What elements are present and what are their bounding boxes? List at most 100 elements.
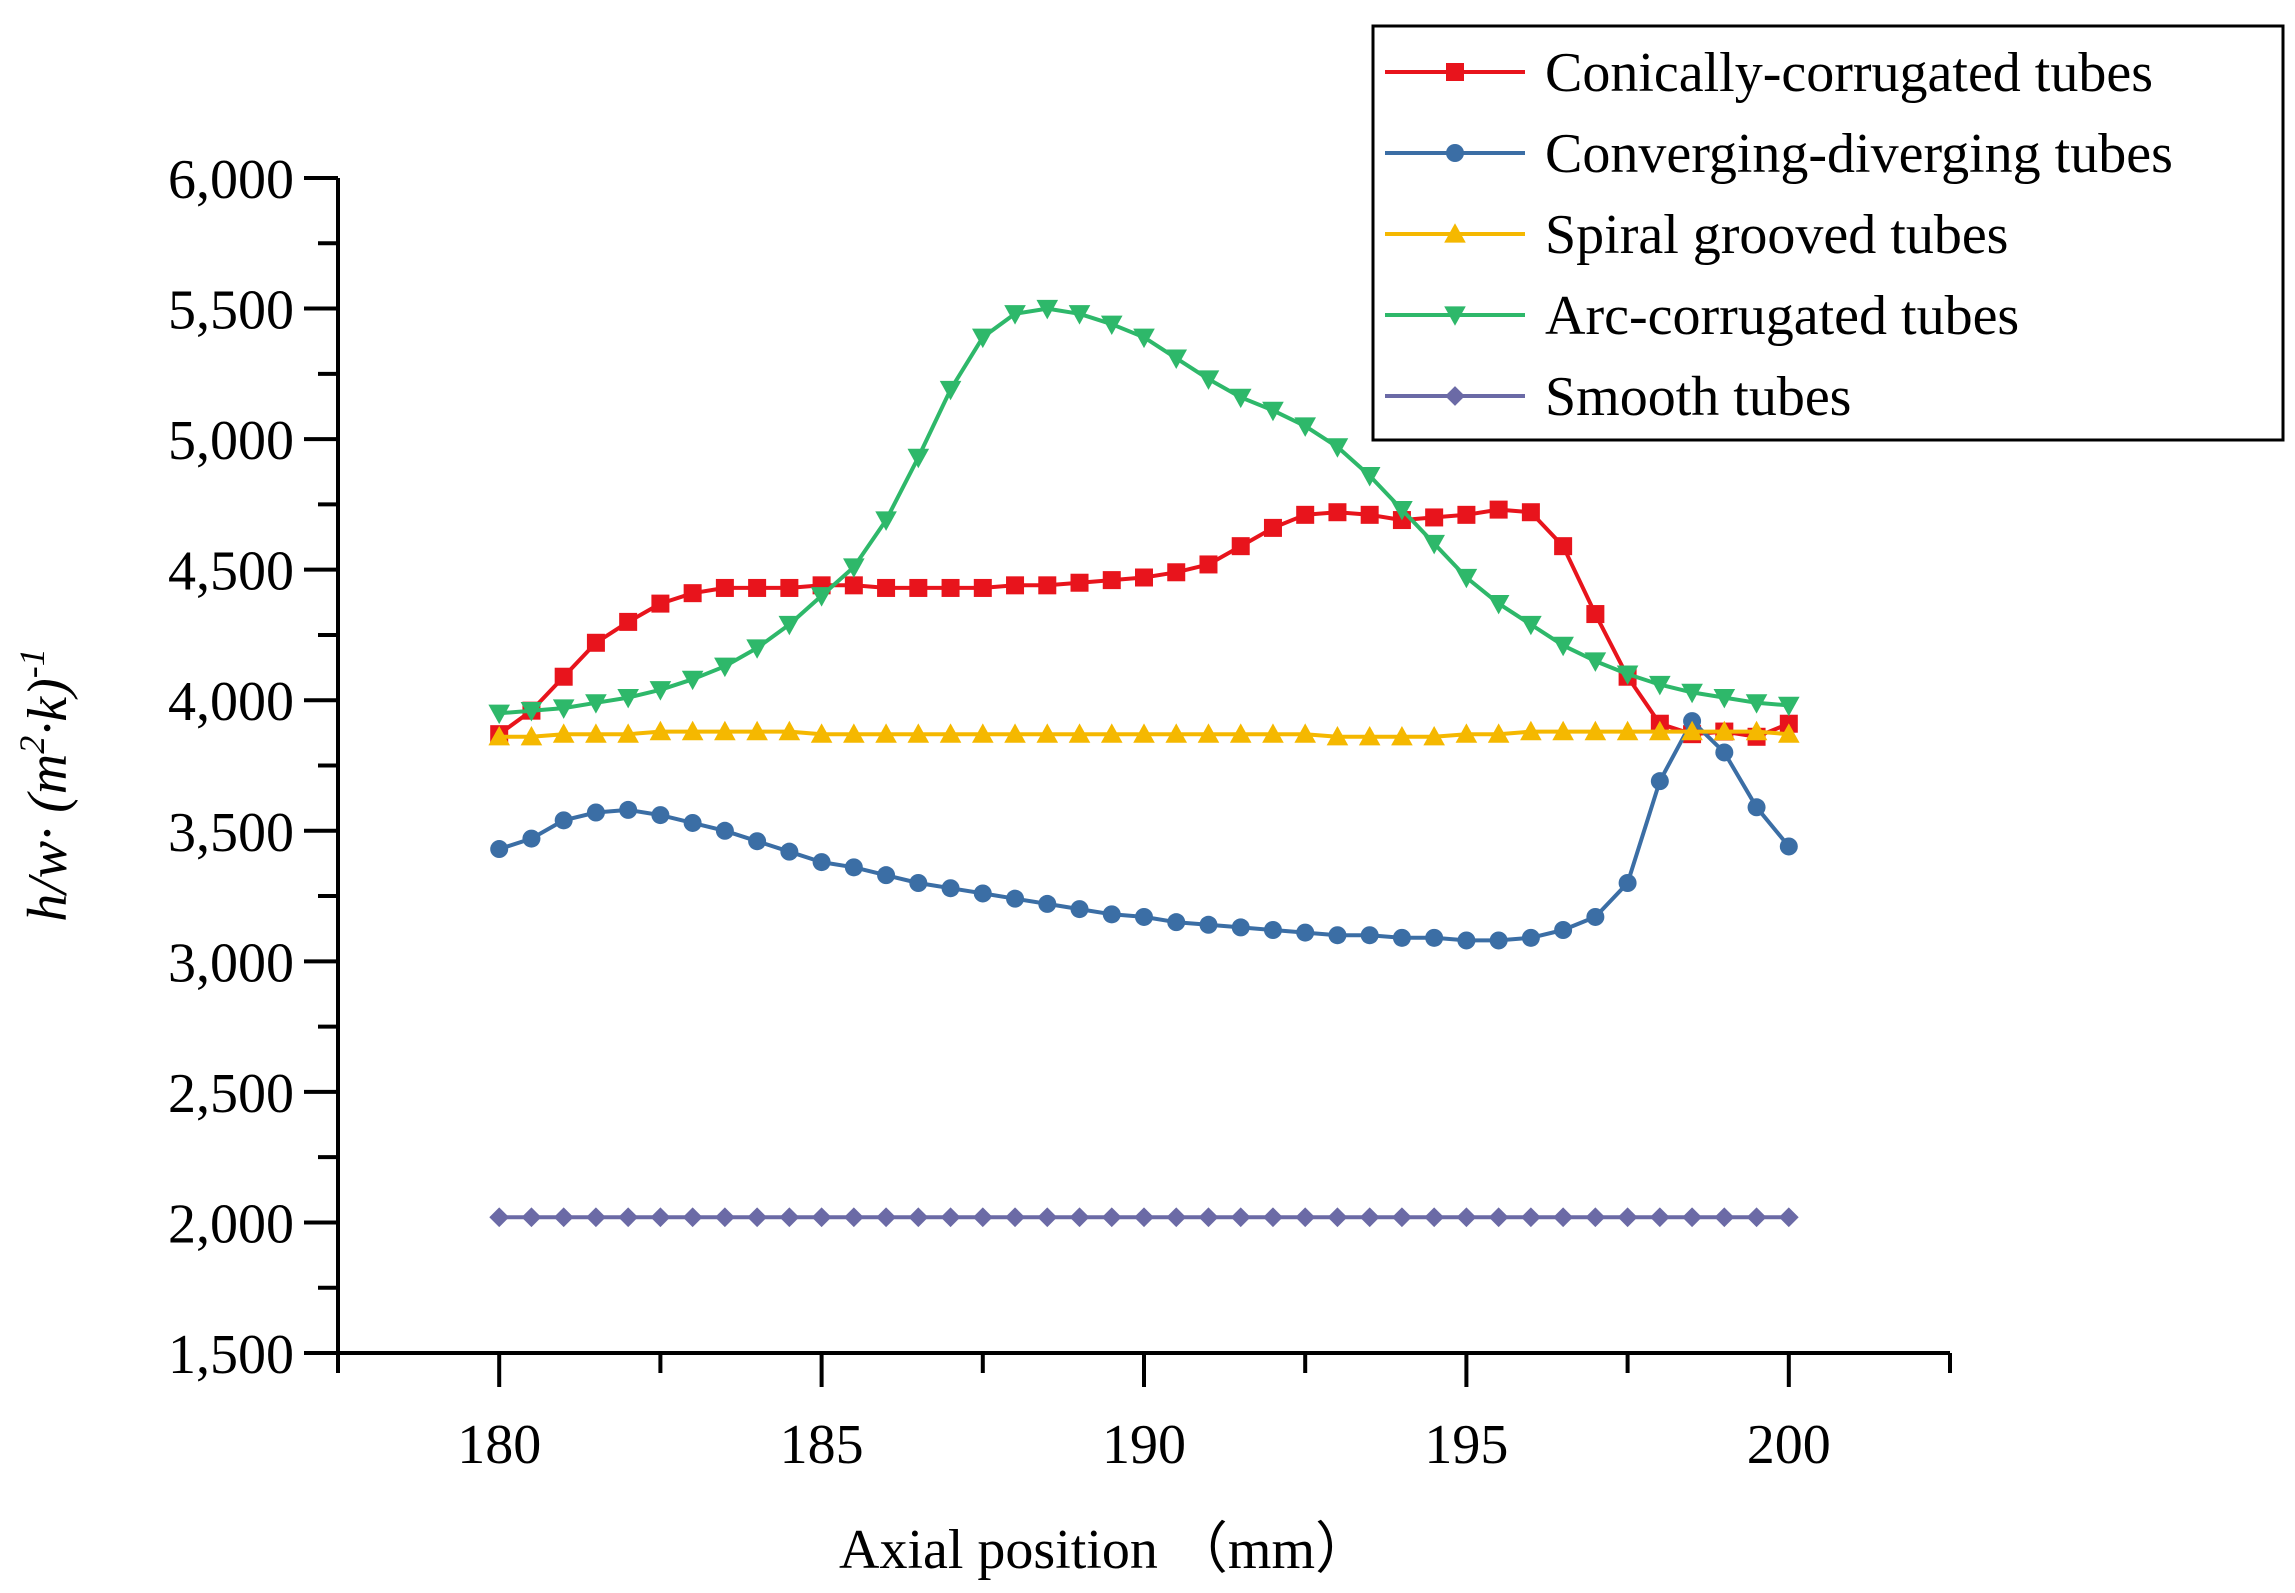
conically-corrugated-tubes-point bbox=[1586, 605, 1605, 624]
legend-item-converging-diverging-tubes: Converging-diverging tubes bbox=[1385, 123, 2173, 185]
arc-corrugated-tubes-point bbox=[1133, 328, 1155, 349]
arc-corrugated-tubes-point bbox=[1165, 349, 1188, 369]
converging-diverging-tubes-point bbox=[973, 884, 992, 903]
converging-diverging-tubes-point bbox=[554, 811, 573, 830]
arc-corrugated-tubes-point bbox=[875, 511, 897, 531]
legend-smooth-tubes-point bbox=[1445, 386, 1465, 406]
smooth-tubes-series bbox=[489, 1207, 1799, 1228]
spiral-grooved-tubes-series bbox=[488, 720, 1800, 746]
converging-diverging-tubes-point bbox=[1521, 928, 1540, 947]
x-tick-label: 180 bbox=[457, 1414, 541, 1476]
smooth-tubes-point bbox=[1682, 1207, 1702, 1228]
y-tick-label: 6,000 bbox=[168, 149, 294, 211]
converging-diverging-tubes-point bbox=[1650, 772, 1669, 791]
smooth-tubes-point bbox=[779, 1207, 800, 1228]
series-layer bbox=[488, 299, 1800, 1228]
converging-diverging-tubes-point bbox=[1135, 907, 1153, 926]
arc-corrugated-tubes-point bbox=[1100, 315, 1123, 336]
conically-corrugated-tubes-point bbox=[1457, 505, 1476, 524]
arc-corrugated-tubes-point bbox=[1423, 534, 1445, 555]
spiral-grooved-tubes-point bbox=[1036, 723, 1059, 743]
spiral-grooved-tubes-point bbox=[1713, 720, 1736, 741]
converging-diverging-tubes-point bbox=[1328, 926, 1347, 945]
legend-arc-corrugated-tubes-point bbox=[1444, 306, 1466, 326]
converging-diverging-tubes-point bbox=[909, 874, 928, 892]
y-tick-label: 2,000 bbox=[168, 1193, 294, 1255]
spiral-grooved-tubes-point bbox=[1455, 723, 1478, 743]
conically-corrugated-tubes-point bbox=[586, 633, 605, 652]
spiral-grooved-tubes-point bbox=[1358, 725, 1381, 746]
x-tick-label: 185 bbox=[780, 1414, 864, 1476]
conically-corrugated-tubes-point bbox=[1102, 571, 1121, 590]
arc-corrugated-tubes-point bbox=[972, 328, 994, 349]
y-tick-label: 4,500 bbox=[168, 541, 294, 603]
smooth-tubes-point bbox=[618, 1207, 639, 1228]
y-axis-title: h/w· (m2·k)-1 bbox=[12, 648, 79, 922]
x-tick-label: 190 bbox=[1102, 1414, 1186, 1476]
arc-corrugated-tubes-point bbox=[1294, 417, 1316, 437]
conically-corrugated-tubes-point bbox=[1038, 576, 1057, 595]
conically-corrugated-tubes-point bbox=[715, 578, 734, 597]
arc-corrugated-tubes-point bbox=[746, 639, 768, 659]
legend-label-conically-corrugated-tubes: Conically-corrugated tubes bbox=[1545, 42, 2153, 104]
spiral-grooved-tubes-point bbox=[972, 723, 994, 743]
smooth-tubes-point bbox=[940, 1207, 961, 1228]
arc-corrugated-tubes-point bbox=[843, 558, 865, 578]
converging-diverging-tubes-point bbox=[812, 853, 831, 872]
conically-corrugated-tubes-point bbox=[780, 578, 799, 597]
spiral-grooved-tubes-point bbox=[843, 723, 865, 743]
smooth-tubes-point bbox=[1392, 1207, 1412, 1228]
spiral-grooved-tubes-point bbox=[1487, 723, 1510, 743]
arc-corrugated-tubes-point bbox=[585, 694, 607, 714]
conically-corrugated-tubes-point bbox=[1521, 503, 1540, 522]
smooth-tubes-point bbox=[1714, 1207, 1735, 1228]
smooth-tubes-point bbox=[843, 1207, 864, 1228]
legend-spiral-grooved-tubes-point bbox=[1444, 223, 1466, 243]
smooth-tubes-point bbox=[714, 1207, 735, 1228]
smooth-tubes-point bbox=[1327, 1207, 1348, 1228]
conically-corrugated-tubes-point bbox=[651, 594, 670, 613]
smooth-tubes-point bbox=[1488, 1207, 1509, 1228]
spiral-grooved-tubes-point bbox=[1391, 725, 1413, 746]
spiral-grooved-tubes-point bbox=[1262, 723, 1284, 743]
arc-corrugated-tubes-point bbox=[714, 657, 736, 678]
spiral-grooved-tubes-point bbox=[617, 723, 639, 743]
spiral-grooved-tubes-point bbox=[681, 720, 704, 741]
smooth-tubes-point bbox=[1069, 1207, 1090, 1228]
arc-corrugated-tubes-point bbox=[1229, 388, 1252, 409]
spiral-grooved-tubes-point bbox=[1133, 723, 1155, 743]
converging-diverging-tubes-point bbox=[1263, 921, 1282, 939]
legend-item-arc-corrugated-tubes: Arc-corrugated tubes bbox=[1385, 285, 2019, 347]
spiral-grooved-tubes-point bbox=[714, 720, 736, 741]
converging-diverging-tubes-point bbox=[1779, 837, 1798, 856]
spiral-grooved-tubes-point bbox=[1423, 725, 1445, 746]
spiral-grooved-tubes-point bbox=[907, 723, 930, 743]
converging-diverging-tubes-point bbox=[1747, 798, 1766, 817]
arc-corrugated-tubes-point bbox=[1036, 299, 1059, 320]
arc-corrugated-tubes-point bbox=[1262, 401, 1284, 422]
converging-diverging-tubes-point bbox=[1231, 918, 1250, 937]
smooth-tubes-point bbox=[1520, 1207, 1541, 1228]
smooth-tubes-point bbox=[1295, 1207, 1316, 1228]
legend-label-spiral-grooved-tubes: Spiral grooved tubes bbox=[1545, 204, 2008, 266]
converging-diverging-tubes-point bbox=[844, 858, 863, 877]
legend-converging-diverging-tubes-point bbox=[1446, 144, 1464, 162]
smooth-tubes-point bbox=[876, 1207, 896, 1228]
smooth-tubes-point bbox=[1456, 1207, 1477, 1228]
smooth-tubes-point bbox=[1553, 1207, 1574, 1228]
spiral-grooved-tubes-point bbox=[1584, 720, 1607, 741]
spiral-grooved-tubes-point bbox=[1068, 723, 1091, 743]
conically-corrugated-tubes-point bbox=[909, 578, 928, 597]
spiral-grooved-tubes-point bbox=[1778, 723, 1800, 743]
y-tick-label: 5,000 bbox=[168, 410, 294, 472]
conically-corrugated-tubes-point bbox=[1006, 576, 1025, 595]
spiral-grooved-tubes-point bbox=[1326, 725, 1349, 746]
arc-corrugated-tubes-point bbox=[810, 587, 833, 607]
y-tick-label: 3,000 bbox=[168, 932, 294, 994]
spiral-grooved-tubes-point bbox=[778, 720, 801, 741]
conically-corrugated-tubes-point bbox=[1135, 568, 1153, 587]
arc-corrugated-tubes-point bbox=[1584, 652, 1607, 672]
legend: Conically-corrugated tubes Converging-div… bbox=[1371, 24, 2285, 442]
spiral-grooved-tubes-point bbox=[520, 725, 543, 746]
x-axis-title: Axial position （mm） bbox=[839, 1519, 1371, 1581]
